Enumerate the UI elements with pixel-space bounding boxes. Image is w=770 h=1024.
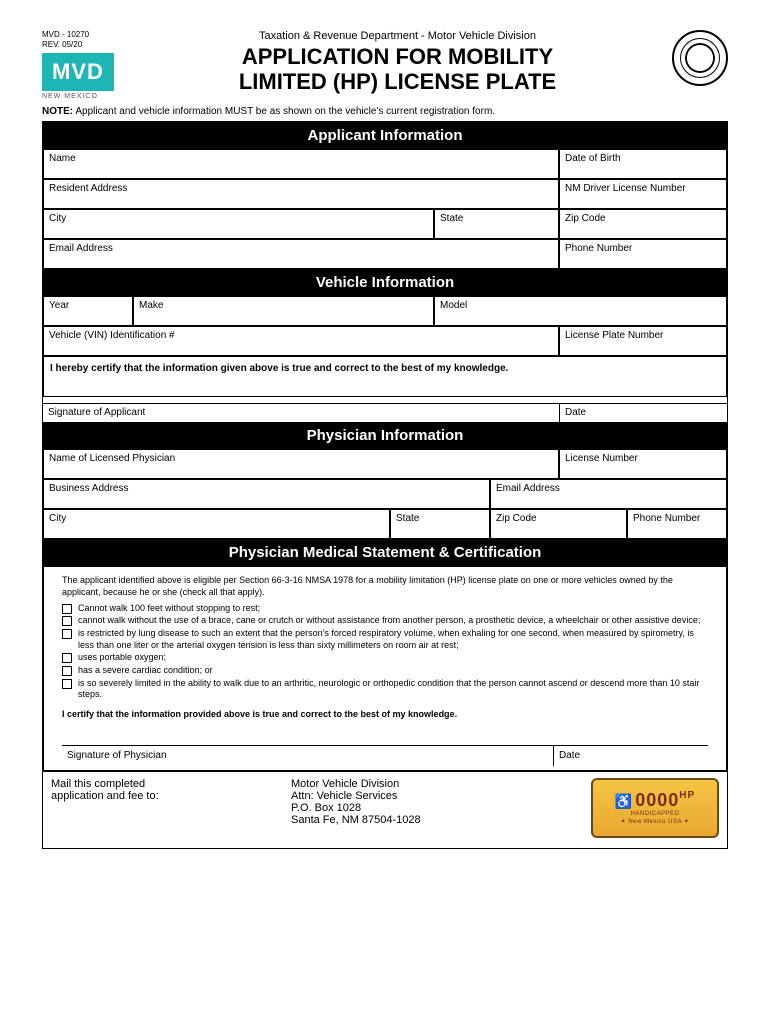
note-line: NOTE: Applicant and vehicle information … — [42, 106, 728, 117]
check-item-3[interactable]: uses portable oxygen; — [62, 652, 708, 664]
field-applicant-sig-date[interactable]: Date — [559, 403, 727, 422]
field-city[interactable]: City — [43, 209, 434, 239]
field-address[interactable]: Resident Address — [43, 179, 559, 209]
check-item-1[interactable]: cannot walk without the use of a brace, … — [62, 615, 708, 627]
license-plate-icon: ♿♿00000000HP HANDICAPPED ✦ New Mexico US… — [591, 778, 719, 838]
form-number: MVD - 10270 — [42, 30, 137, 40]
field-model[interactable]: Model — [434, 296, 727, 326]
field-zip[interactable]: Zip Code — [559, 209, 727, 239]
field-plate-number[interactable]: License Plate Number — [559, 326, 727, 356]
section-medical: Physician Medical Statement & Certificat… — [43, 539, 727, 566]
field-physician-license[interactable]: License Number — [559, 449, 727, 479]
physician-cert-text: I certify that the information provided … — [62, 709, 708, 721]
section-applicant: Applicant Information — [43, 122, 727, 149]
field-physician-sig-date[interactable]: Date — [553, 745, 708, 766]
wheelchair-icon: ♿ — [615, 793, 633, 809]
field-physician-phone[interactable]: Phone Number — [627, 509, 727, 539]
mail-address: Motor Vehicle Division Attn: Vehicle Ser… — [291, 778, 579, 826]
department-line: Taxation & Revenue Department - Motor Ve… — [137, 30, 658, 42]
certification-text: I hereby certify that the information gi… — [50, 363, 720, 374]
field-dob[interactable]: Date of Birth — [559, 149, 727, 179]
field-physician-state[interactable]: State — [390, 509, 490, 539]
section-vehicle: Vehicle Information — [43, 269, 727, 296]
field-email[interactable]: Email Address — [43, 239, 559, 269]
note-text: Applicant and vehicle information MUST b… — [75, 106, 495, 117]
check-item-4[interactable]: has a severe cardiac condition; or — [62, 665, 708, 677]
form-title-line2: LIMITED (HP) LICENSE PLATE — [137, 69, 658, 94]
form-title-line1: APPLICATION FOR MOBILITY — [137, 44, 658, 69]
field-dl-number[interactable]: NM Driver License Number — [559, 179, 727, 209]
form-body: Applicant Information Name Date of Birth… — [42, 121, 728, 849]
field-year[interactable]: Year — [43, 296, 133, 326]
form-rev: REV. 05/20 — [42, 40, 137, 50]
medical-checklist: Cannot walk 100 feet without stopping to… — [62, 603, 708, 702]
field-phone[interactable]: Phone Number — [559, 239, 727, 269]
field-vin[interactable]: Vehicle (VIN) Identification # — [43, 326, 559, 356]
field-physician-city[interactable]: City — [43, 509, 390, 539]
mvd-logo-subtext: NEW MEXICO — [42, 93, 137, 100]
field-physician-signature[interactable]: Signature of Physician — [62, 745, 553, 766]
check-item-0[interactable]: Cannot walk 100 feet without stopping to… — [62, 603, 708, 615]
field-physician-zip[interactable]: Zip Code — [490, 509, 627, 539]
mvd-logo: MVD — [42, 53, 114, 91]
field-physician-address[interactable]: Business Address — [43, 479, 490, 509]
state-seal-icon — [672, 30, 728, 86]
applicant-certification: I hereby certify that the information gi… — [43, 356, 727, 397]
header-center: Taxation & Revenue Department - Motor Ve… — [137, 30, 658, 95]
header-left: MVD - 10270 REV. 05/20 MVD NEW MEXICO — [42, 30, 137, 100]
header-right — [658, 30, 728, 86]
mailing-instructions: Mail this completed application and fee … — [43, 771, 727, 848]
section-physician: Physician Information — [43, 422, 727, 449]
field-physician-email[interactable]: Email Address — [490, 479, 727, 509]
sample-plate: ♿♿00000000HP HANDICAPPED ✦ New Mexico US… — [579, 778, 719, 838]
note-label: NOTE: — [42, 106, 73, 117]
form-header: MVD - 10270 REV. 05/20 MVD NEW MEXICO Ta… — [42, 30, 728, 100]
field-make[interactable]: Make — [133, 296, 434, 326]
field-physician-name[interactable]: Name of Licensed Physician — [43, 449, 559, 479]
field-applicant-signature[interactable]: Signature of Applicant — [43, 403, 559, 422]
medical-statement-block: The applicant identified above is eligib… — [43, 566, 727, 771]
field-state[interactable]: State — [434, 209, 559, 239]
form-id: MVD - 10270 REV. 05/20 — [42, 30, 137, 49]
field-name[interactable]: Name — [43, 149, 559, 179]
check-item-2[interactable]: is restricted by lung disease to such an… — [62, 628, 708, 651]
mail-instruction: Mail this completed application and fee … — [51, 778, 291, 802]
check-item-5[interactable]: is so severely limited in the ability to… — [62, 678, 708, 701]
medical-intro: The applicant identified above is eligib… — [62, 575, 708, 598]
